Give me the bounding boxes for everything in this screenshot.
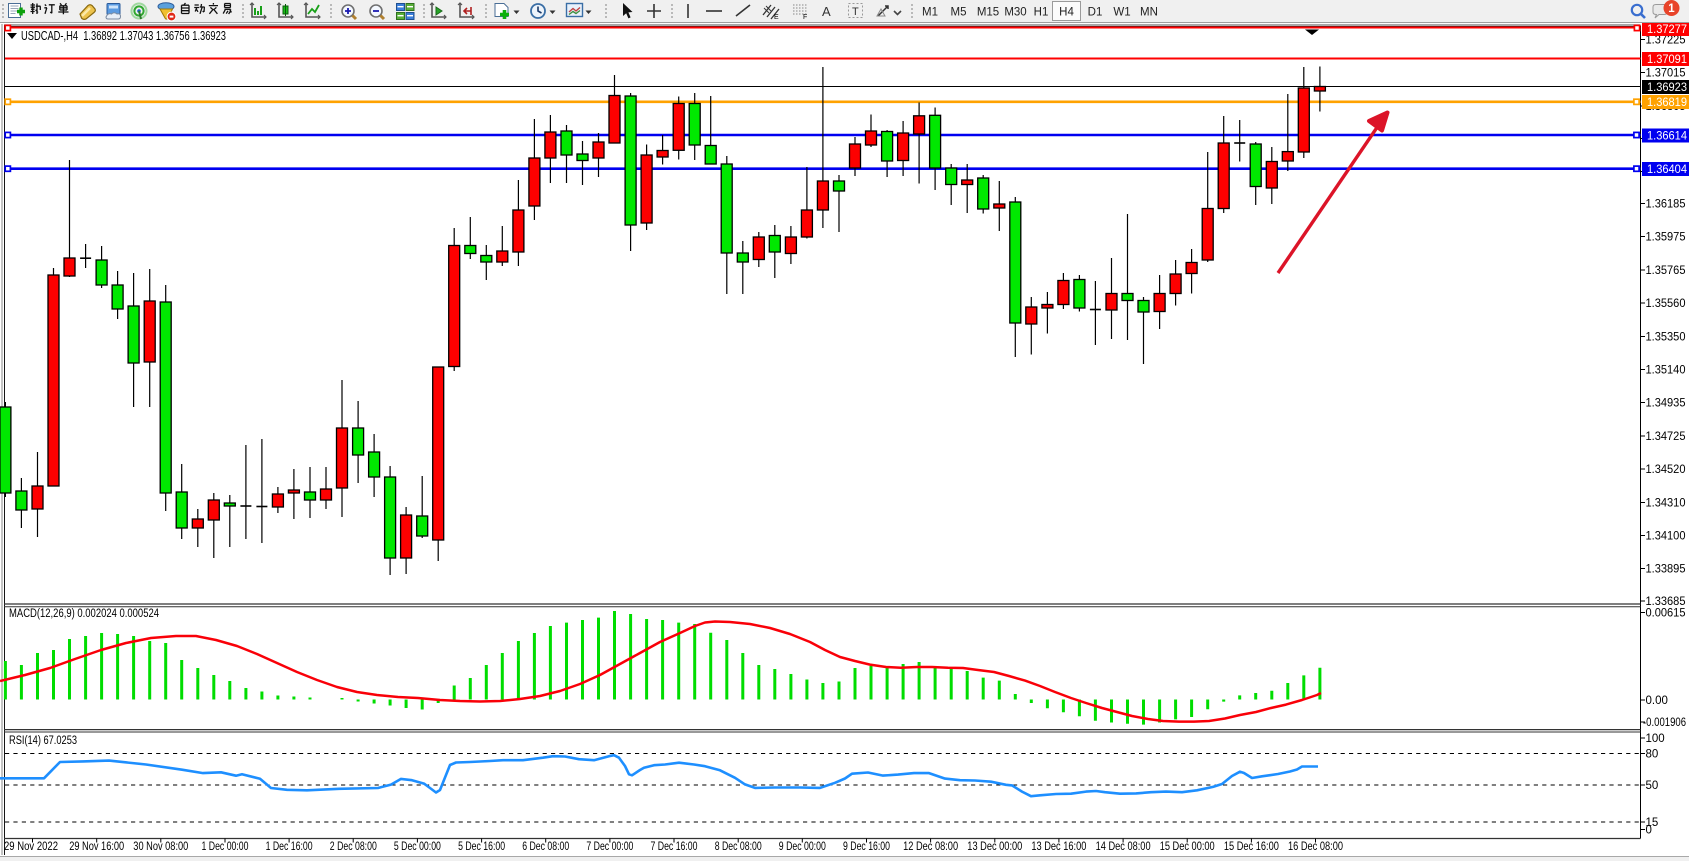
svg-text:13 Dec 00:00: 13 Dec 00:00 (967, 841, 1022, 853)
svg-text:1 Dec 00:00: 1 Dec 00:00 (202, 841, 249, 853)
svg-text:1.36614: 1.36614 (1647, 131, 1688, 143)
svg-text:0: 0 (1646, 825, 1652, 837)
svg-text:1.37015: 1.37015 (1646, 68, 1686, 80)
svg-text:USDCAD-,H4 1.36892 1.37043 1.: USDCAD-,H4 1.36892 1.37043 1.36756 1.369… (21, 29, 226, 43)
svg-text:RSI(14) 67.0253: RSI(14) 67.0253 (9, 735, 77, 747)
svg-text:A: A (822, 4, 831, 19)
svg-text:1.34520: 1.34520 (1646, 464, 1686, 476)
svg-text:E: E (774, 14, 779, 21)
svg-text:1.34310: 1.34310 (1646, 498, 1686, 510)
svg-text:1.35975: 1.35975 (1646, 232, 1686, 244)
svg-text:7 Dec 16:00: 7 Dec 16:00 (651, 841, 698, 853)
svg-text:29 Nov 16:00: 29 Nov 16:00 (69, 841, 124, 853)
svg-text:16 Dec 08:00: 16 Dec 08:00 (1288, 841, 1343, 853)
svg-text:80: 80 (1646, 749, 1659, 761)
svg-text:7 Dec 00:00: 7 Dec 00:00 (586, 841, 633, 853)
svg-text:1.35140: 1.35140 (1646, 365, 1686, 377)
svg-text:13 Dec 16:00: 13 Dec 16:00 (1031, 841, 1086, 853)
svg-text:D1: D1 (1088, 7, 1103, 19)
svg-text:1.33685: 1.33685 (1646, 596, 1686, 608)
svg-text:9 Dec 00:00: 9 Dec 00:00 (779, 841, 826, 853)
svg-text:50: 50 (1646, 780, 1659, 792)
svg-text:M15: M15 (977, 7, 999, 19)
svg-text:M5: M5 (951, 7, 967, 19)
svg-text:1 Dec 16:00: 1 Dec 16:00 (266, 841, 313, 853)
svg-text:1.34725: 1.34725 (1646, 431, 1686, 443)
svg-text:H1: H1 (1034, 7, 1049, 19)
svg-text:1.35765: 1.35765 (1646, 265, 1686, 277)
svg-text:0.00: 0.00 (1646, 695, 1668, 707)
svg-text:1.36819: 1.36819 (1647, 97, 1687, 109)
svg-text:1.35350: 1.35350 (1646, 332, 1686, 344)
svg-text:W1: W1 (1113, 7, 1130, 19)
svg-text:0.00615: 0.00615 (1646, 608, 1686, 620)
svg-text:15 Dec 16:00: 15 Dec 16:00 (1224, 841, 1279, 853)
svg-text:MN: MN (1140, 7, 1158, 19)
svg-text:29 Nov 2022: 29 Nov 2022 (4, 841, 58, 853)
svg-text:M30: M30 (1004, 7, 1026, 19)
svg-text:5 Dec 16:00: 5 Dec 16:00 (458, 841, 505, 853)
svg-text:1.37091: 1.37091 (1647, 54, 1687, 66)
svg-text:9 Dec 16:00: 9 Dec 16:00 (843, 841, 890, 853)
svg-text:F: F (803, 14, 807, 21)
svg-text:1.36404: 1.36404 (1647, 164, 1688, 176)
svg-text:1.33895: 1.33895 (1646, 564, 1686, 576)
svg-text:1.34935: 1.34935 (1646, 398, 1686, 410)
svg-text:1.34100: 1.34100 (1646, 531, 1686, 543)
svg-text:1.37225: 1.37225 (1646, 35, 1686, 47)
svg-text:14 Dec 08:00: 14 Dec 08:00 (1096, 841, 1151, 853)
svg-text:100: 100 (1646, 733, 1665, 745)
svg-text:6 Dec 08:00: 6 Dec 08:00 (522, 841, 569, 853)
svg-text:1.36923: 1.36923 (1647, 82, 1687, 94)
svg-text:T: T (852, 6, 859, 18)
svg-text:1.36185: 1.36185 (1646, 199, 1686, 211)
svg-text:-0.001906: -0.001906 (1643, 717, 1686, 729)
svg-text:M1: M1 (922, 7, 938, 19)
svg-text:15 Dec 00:00: 15 Dec 00:00 (1160, 841, 1215, 853)
svg-text:2 Dec 08:00: 2 Dec 08:00 (330, 841, 377, 853)
svg-text:15: 15 (1646, 817, 1659, 829)
svg-text:5 Dec 00:00: 5 Dec 00:00 (394, 841, 441, 853)
svg-text:H4: H4 (1059, 7, 1074, 19)
svg-text:MACD(12,26,9) 0.002024 0.00052: MACD(12,26,9) 0.002024 0.000524 (9, 608, 159, 620)
svg-text:12 Dec 08:00: 12 Dec 08:00 (903, 841, 958, 853)
svg-text:30 Nov 08:00: 30 Nov 08:00 (133, 841, 188, 853)
svg-text:1: 1 (1668, 3, 1675, 15)
svg-text:1.37277: 1.37277 (1647, 24, 1687, 36)
svg-text:8 Dec 08:00: 8 Dec 08:00 (715, 841, 762, 853)
svg-text:1.35560: 1.35560 (1646, 298, 1686, 310)
